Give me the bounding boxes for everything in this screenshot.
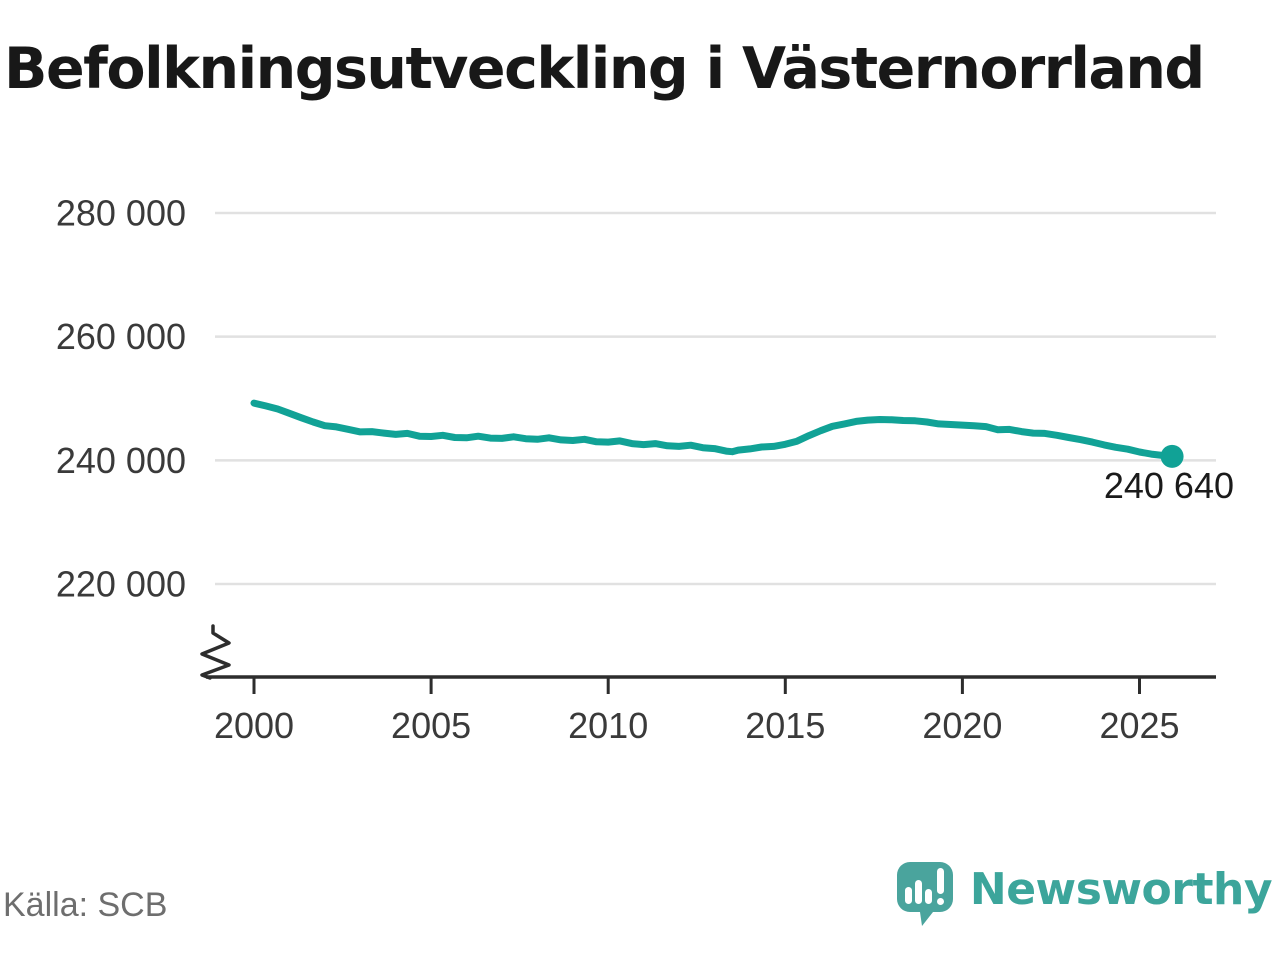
newsworthy-wordmark: Newsworthy: [969, 864, 1273, 915]
series-line: [250, 399, 1176, 460]
end-point-marker: [1160, 444, 1184, 468]
x-tick-label: 2025: [1099, 705, 1179, 746]
x-tick-label: 2020: [922, 705, 1002, 746]
logo-exclamation-dot: [936, 898, 944, 905]
x-tick-label: 2005: [391, 705, 471, 746]
y-tick-label: 220 000: [56, 564, 186, 605]
x-tick-label: 2010: [568, 705, 648, 746]
newsworthy-brand: Newsworthy: [896, 856, 1273, 928]
x-tick-label: 2000: [214, 705, 294, 746]
source-label: Källa: SCB: [3, 886, 168, 924]
logo-bar-2: [914, 880, 922, 904]
chart-title: Befolkningsutveckling i Västernorrland: [4, 36, 1205, 102]
y-tick-label: 260 000: [56, 316, 186, 357]
logo-bar-1: [904, 887, 912, 904]
y-tick-label: 280 000: [56, 193, 186, 234]
newsworthy-logo-icon: [896, 862, 953, 926]
y-axis-break-icon: [200, 624, 231, 680]
y-tick-label: 240 000: [56, 440, 186, 481]
end-value-label: 240 640: [1104, 465, 1234, 506]
logo-exclamation-bar: [936, 868, 944, 894]
x-tick-label: 2015: [745, 705, 825, 746]
logo-bar-3: [924, 889, 932, 904]
